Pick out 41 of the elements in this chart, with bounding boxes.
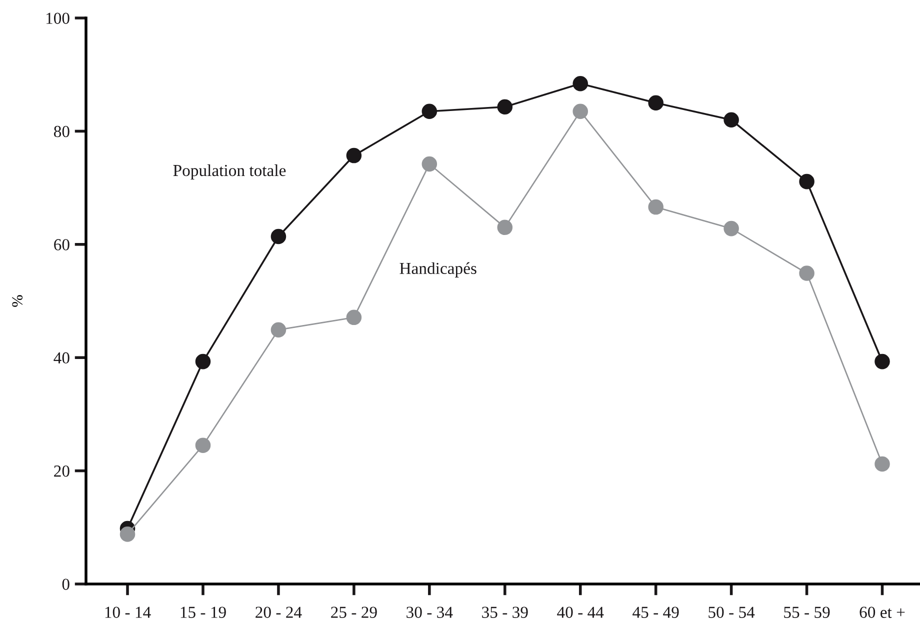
y-tick-label: 80 [54, 126, 70, 138]
point [724, 220, 739, 236]
y-tick-label: 20 [54, 466, 70, 477]
point [120, 526, 136, 542]
y-axis-title: % [12, 295, 23, 307]
point [422, 104, 438, 120]
point [497, 220, 513, 236]
x-tick-label: 40 - 44 [557, 606, 604, 618]
point [799, 266, 814, 281]
point [799, 174, 814, 190]
point [648, 95, 664, 111]
series-label: Handicapés [400, 262, 476, 278]
x-tick-label: 45 - 49 [632, 606, 679, 618]
x-tick-label: 20 - 24 [256, 606, 302, 618]
x-tick-label: 55 - 59 [784, 606, 830, 618]
x-tick-label: 50 - 54 [708, 606, 755, 618]
point [195, 354, 211, 370]
x-tick-label: 15 - 19 [180, 606, 226, 618]
point [346, 310, 362, 326]
y-tick-label: 60 [54, 239, 70, 250]
y-tick-label: 0 [62, 578, 70, 590]
point [724, 112, 739, 128]
x-tick-label: 10 - 14 [105, 606, 151, 618]
point [270, 322, 286, 338]
y-tick-label: 100 [46, 12, 70, 24]
point [195, 438, 211, 453]
x-tick-label: 35 - 39 [482, 606, 528, 618]
point [874, 354, 890, 370]
y-tick-label: 40 [54, 352, 70, 364]
point [422, 156, 438, 172]
point [270, 228, 286, 244]
x-tick-label: 60 et + [860, 606, 905, 618]
text: Population totale [173, 164, 286, 180]
point [497, 99, 513, 114]
point [648, 199, 664, 215]
point [346, 148, 362, 164]
x-tick-label: 30 - 34 [406, 606, 453, 618]
point [572, 104, 588, 120]
point [874, 456, 890, 472]
x-tick-label: 25 - 29 [331, 606, 377, 618]
point [572, 76, 588, 92]
